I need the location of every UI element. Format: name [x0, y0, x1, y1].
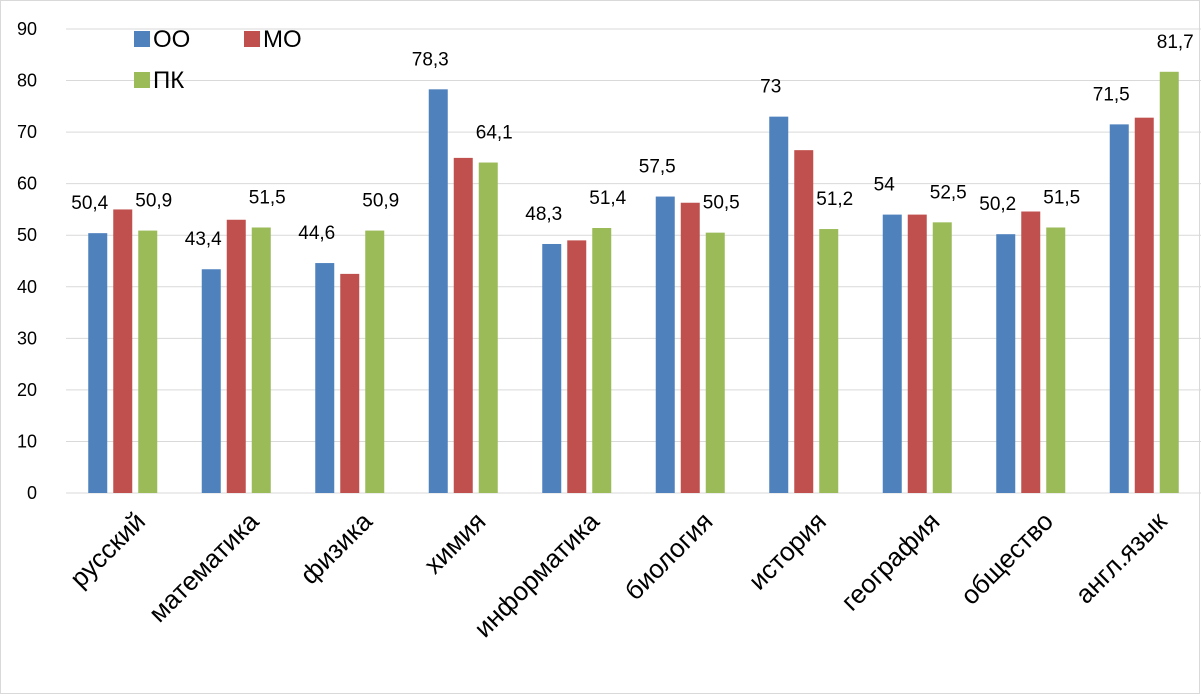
bar [794, 150, 814, 493]
legend: ОО МО ПК [134, 26, 302, 94]
data-label: 48,3 [525, 204, 562, 225]
bar [1109, 124, 1129, 493]
bar [113, 209, 133, 493]
data-label: 50,9 [362, 191, 399, 212]
data-label: 50,5 [703, 193, 740, 214]
data-label: 51,2 [816, 189, 853, 210]
data-label: 71,5 [1093, 84, 1130, 105]
data-label: 50,9 [135, 191, 172, 212]
y-tick-label: 60 [17, 174, 37, 194]
bar [907, 214, 927, 493]
data-label: 43,4 [185, 229, 222, 250]
bar [996, 234, 1016, 494]
data-label: 50,2 [979, 194, 1016, 215]
data-label: 54 [874, 175, 896, 196]
category-label: англ.язык [1069, 506, 1173, 610]
bar [769, 116, 789, 494]
category-label: химия [418, 506, 492, 580]
data-label: 52,5 [930, 182, 967, 203]
legend-label: ОО [153, 26, 190, 53]
legend-label: ПК [153, 67, 184, 94]
bar [251, 227, 271, 493]
bar [88, 233, 108, 493]
category-label: история [742, 506, 832, 596]
data-label: 78,3 [412, 49, 449, 70]
category-label: биология [619, 506, 719, 606]
y-tick-label: 30 [17, 328, 37, 348]
legend-swatch [134, 72, 150, 88]
data-label: 64,1 [476, 123, 513, 144]
category-label: общество [954, 506, 1059, 611]
data-labels: 50,4 50,9 43,4 51,5 44,6 50,9 78,3 64,1 48,3 51,4… [71, 32, 1193, 250]
y-tick-label: 10 [17, 431, 37, 451]
bar [226, 219, 246, 493]
category-label: география [835, 506, 945, 616]
category-label: русский [64, 506, 151, 593]
bar [201, 269, 221, 493]
category-label: математика [143, 506, 265, 628]
y-tick-label: 40 [17, 277, 37, 297]
bar [315, 263, 335, 493]
data-label: 44,6 [298, 223, 335, 244]
category-label: физика [294, 506, 378, 590]
bar [655, 196, 675, 494]
data-label: 51,4 [589, 188, 626, 209]
bar [453, 157, 473, 493]
bar [1021, 211, 1041, 494]
y-tick-label: 70 [17, 122, 37, 142]
bar [882, 214, 902, 493]
bar [1134, 117, 1154, 494]
data-label: 51,5 [1043, 187, 1080, 208]
y-tick-label: 20 [17, 380, 37, 400]
data-label: 73 [760, 77, 781, 98]
data-label: 57,5 [639, 157, 676, 178]
bar [428, 89, 448, 493]
data-label: 50,4 [71, 193, 108, 214]
bar [138, 230, 158, 494]
data-label: 51,5 [249, 187, 286, 208]
bar [340, 273, 360, 493]
y-tick-label: 90 [17, 19, 37, 39]
y-axis-ticks: 0 10 20 30 40 50 60 70 80 90 [17, 19, 37, 503]
bar [567, 240, 587, 493]
y-tick-label: 50 [17, 225, 37, 245]
bars [88, 71, 1179, 494]
data-label: 81,7 [1157, 32, 1194, 53]
bar [1046, 227, 1066, 493]
bar [705, 232, 725, 493]
bar [1159, 71, 1179, 494]
legend-label: МО [263, 26, 302, 53]
bar [478, 162, 498, 494]
y-tick-label: 80 [17, 71, 37, 91]
y-tick-label: 0 [27, 483, 37, 503]
legend-swatch [244, 31, 260, 47]
bar [932, 222, 952, 494]
bar [680, 202, 700, 493]
bar [592, 228, 612, 493]
bar [365, 230, 385, 494]
bar [542, 243, 562, 493]
bar [819, 229, 839, 493]
legend-swatch [134, 31, 150, 47]
